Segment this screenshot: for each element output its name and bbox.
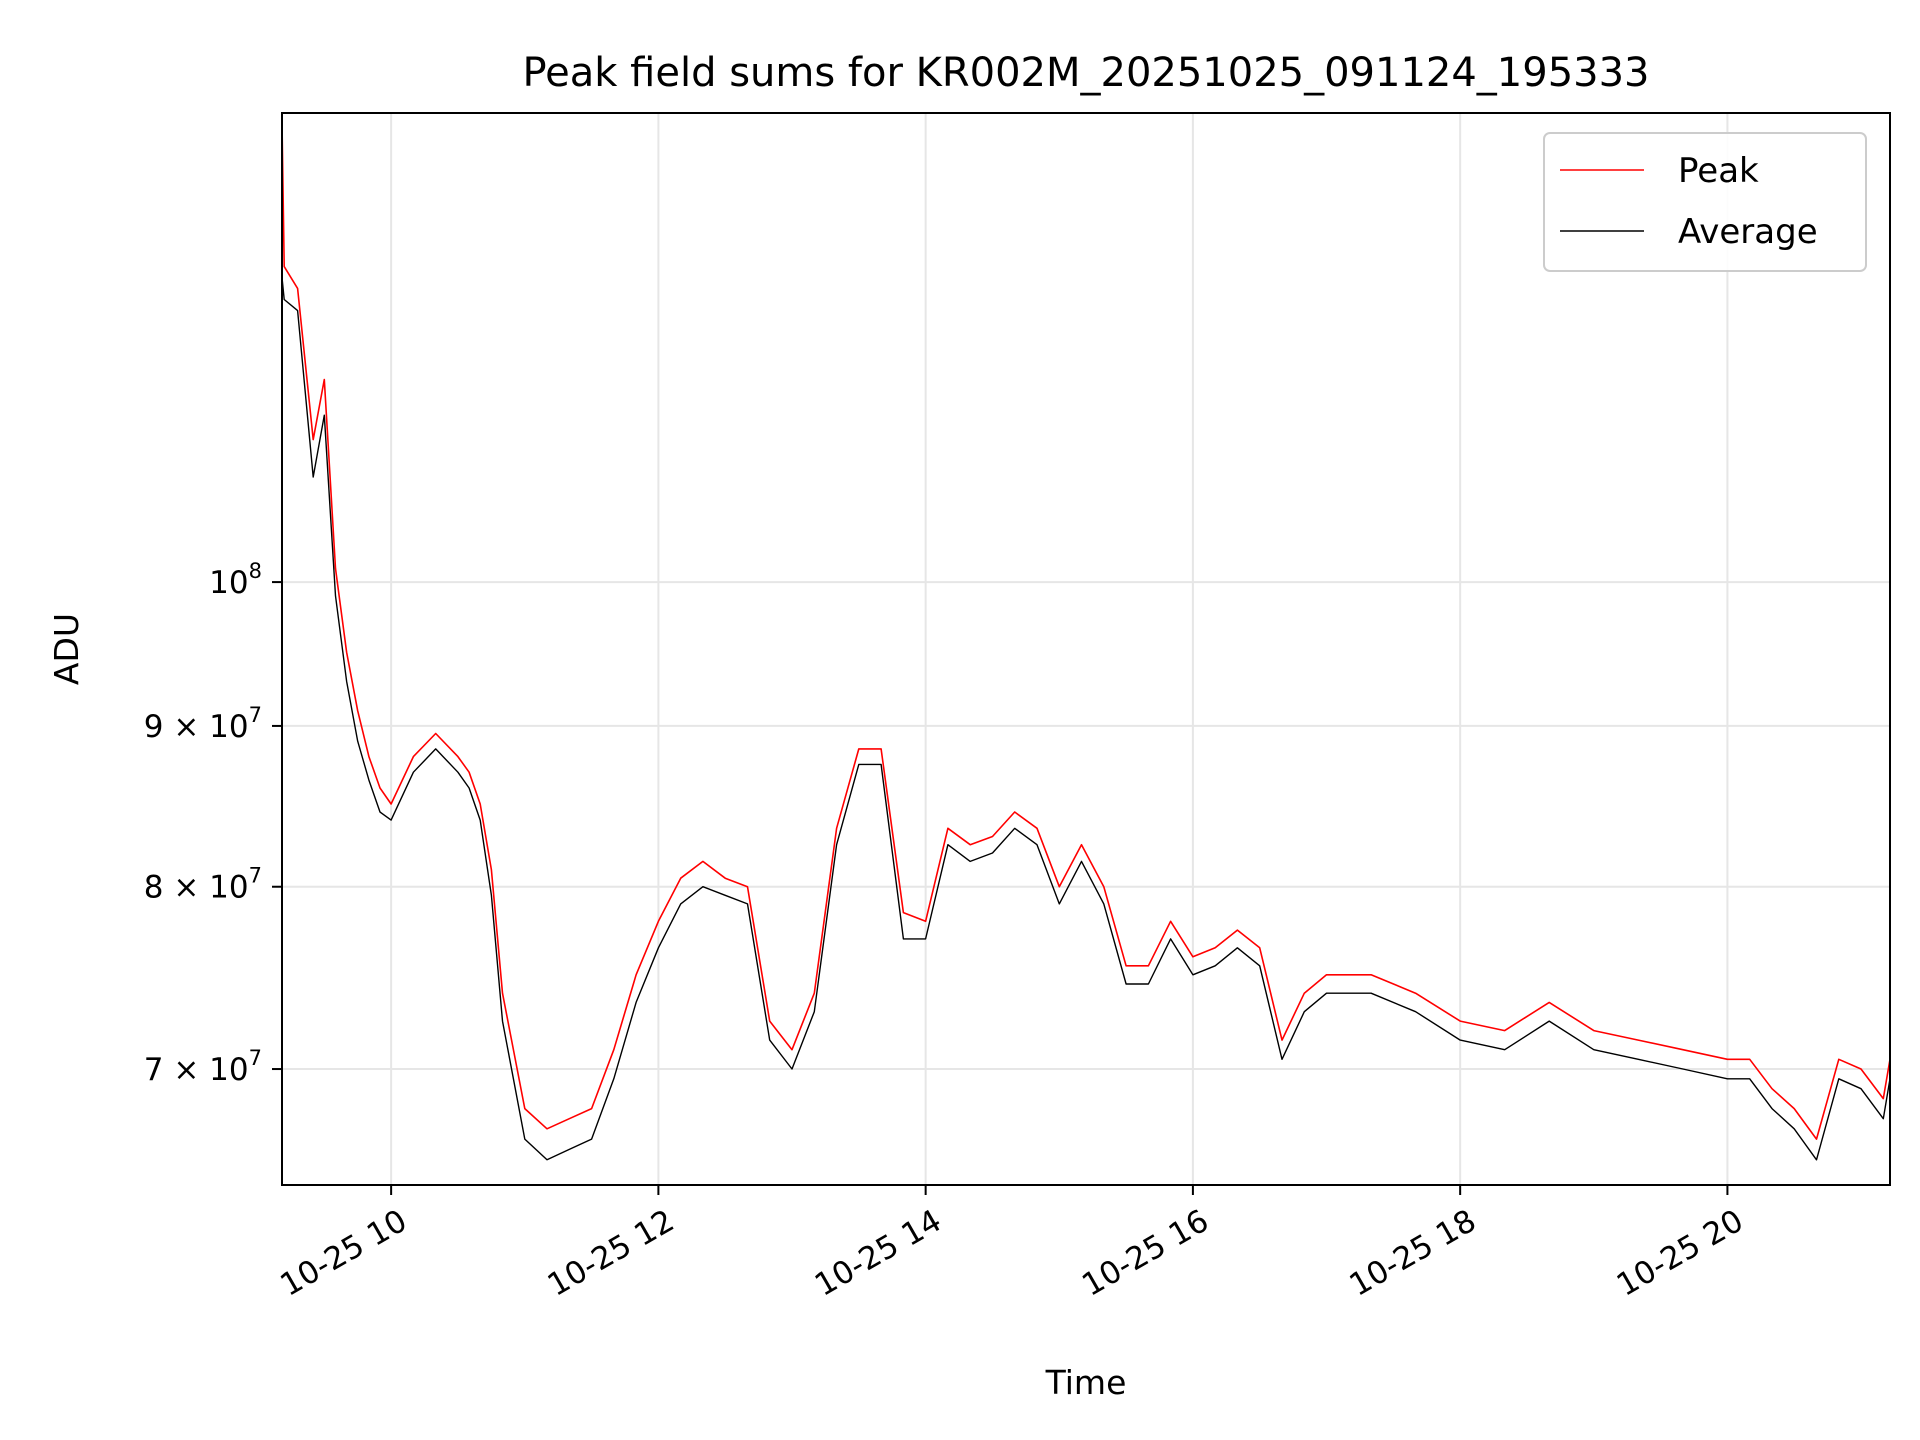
y-tick-base: 10 xyxy=(209,870,248,906)
plot-frame xyxy=(281,112,1891,1186)
series-line-peak xyxy=(281,122,1891,1140)
y-tick-mantissa: 9 xyxy=(144,709,164,745)
series-layer xyxy=(281,122,1891,1161)
x-axis-label: Time xyxy=(1045,1363,1127,1402)
y-tick-times: × xyxy=(163,709,209,745)
y-tick-times: × xyxy=(163,870,209,906)
legend-label-average: Average xyxy=(1678,212,1818,252)
y-tick-label: 7 × 107 xyxy=(144,1046,262,1088)
y-tick-label: 8 × 107 xyxy=(144,864,262,906)
y-tick-label: 9 × 107 xyxy=(144,703,262,745)
grid xyxy=(282,113,1890,1185)
legend: Peak Average xyxy=(1543,132,1867,272)
y-tick-label: 108 xyxy=(209,559,262,601)
y-tick-times: × xyxy=(163,1052,209,1088)
y-tick-base: 10 xyxy=(209,709,248,745)
y-tick-exponent: 7 xyxy=(249,703,262,727)
y-tick-exponent: 8 xyxy=(249,559,262,583)
y-tick-mantissa: 7 xyxy=(144,1052,164,1088)
y-tick-base: 10 xyxy=(209,565,248,601)
y-axis-label: ADU xyxy=(47,613,86,685)
y-tick-exponent: 7 xyxy=(249,1046,262,1070)
chart-title: Peak field sums for KR002M_20251025_0911… xyxy=(522,50,1649,96)
y-tick-mantissa: 8 xyxy=(144,870,164,906)
legend-label-peak: Peak xyxy=(1678,151,1759,191)
y-tick-base: 10 xyxy=(209,1052,248,1088)
legend-box xyxy=(1543,132,1867,272)
y-tick-exponent: 7 xyxy=(249,864,262,888)
series-line-average xyxy=(281,277,1891,1161)
